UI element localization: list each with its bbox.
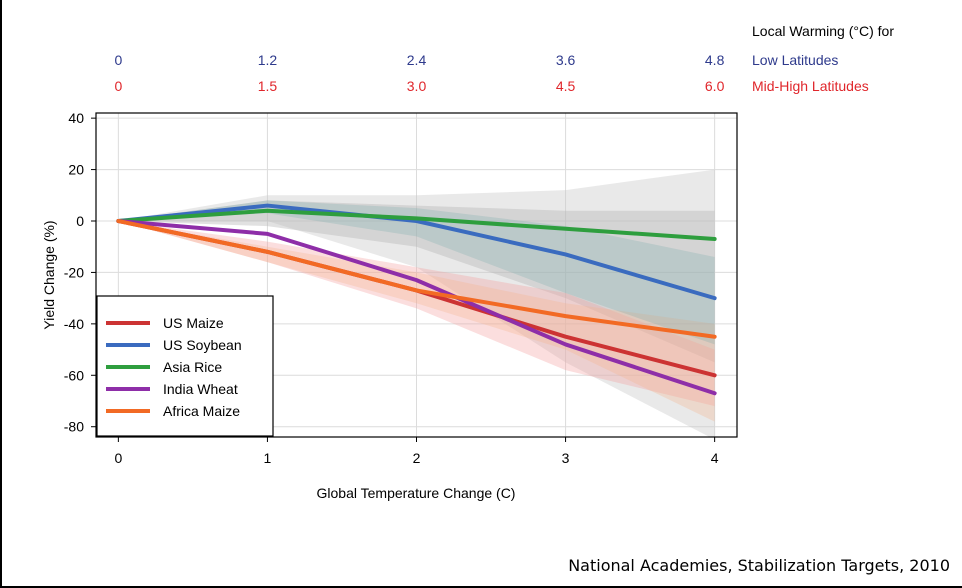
series-line bbox=[116, 219, 717, 396]
uncertainty-band bbox=[118, 221, 715, 407]
top-axis-tick: 2.4 bbox=[407, 52, 427, 68]
legend-label: Asia Rice bbox=[163, 359, 222, 375]
top-axis-tick: 4.8 bbox=[705, 52, 725, 68]
source-note: National Academies, Stabilization Target… bbox=[568, 556, 950, 575]
uncertainty-band bbox=[118, 200, 715, 363]
legend-label: US Soybean bbox=[163, 337, 242, 353]
top-axis-tick: 1.5 bbox=[258, 78, 278, 94]
series-line bbox=[116, 208, 717, 241]
x-tick-label: 1 bbox=[264, 450, 272, 466]
legend: US Maize US Soybean Asia Rice India Wheat Af… bbox=[96, 295, 274, 437]
x-tick-label: 0 bbox=[114, 450, 122, 466]
top-axis-tick: 4.5 bbox=[556, 78, 576, 94]
y-axis-label: Yield Change (%) bbox=[41, 220, 57, 329]
y-tick-label: 40 bbox=[68, 110, 84, 126]
series-lines bbox=[116, 203, 717, 396]
uncertainty-band bbox=[118, 200, 715, 345]
series-line bbox=[116, 219, 717, 339]
uncertainty-band bbox=[118, 169, 715, 437]
top-axis-tick: 6.0 bbox=[705, 78, 725, 94]
top-axis-row-label: Mid-High Latitudes bbox=[752, 78, 869, 94]
top-axis-tick: 3.6 bbox=[556, 52, 576, 68]
x-tick-label: 2 bbox=[413, 450, 421, 466]
top-axis-tick: 3.0 bbox=[407, 78, 427, 94]
series-line bbox=[116, 203, 717, 301]
legend-label: US Maize bbox=[163, 315, 224, 331]
axis-ticks: 0 1 2 3 4 40 20 0 -20 -40 -60 -80 bbox=[64, 110, 719, 466]
legend-label: India Wheat bbox=[163, 381, 238, 397]
x-tick-label: 4 bbox=[711, 450, 719, 466]
y-tick-label: -40 bbox=[64, 316, 84, 332]
top-axis: Local Warming (°C) for 0 1.2 2.4 3.6 4.8 Low L… bbox=[114, 23, 894, 94]
x-axis-label: Global Temperature Change (C) bbox=[317, 485, 516, 501]
top-axis-tick: 0 bbox=[114, 52, 122, 68]
y-tick-label: 20 bbox=[68, 162, 84, 178]
legend-label: Africa Maize bbox=[163, 403, 240, 419]
y-tick-label: -80 bbox=[64, 419, 84, 435]
top-axis-tick: 0 bbox=[114, 78, 122, 94]
top-axis-tick: 1.2 bbox=[258, 52, 278, 68]
y-tick-label: -20 bbox=[64, 264, 84, 280]
x-tick-label: 3 bbox=[562, 450, 570, 466]
top-axis-title: Local Warming (°C) for bbox=[752, 23, 894, 39]
y-tick-label: 0 bbox=[76, 213, 84, 229]
y-tick-label: -60 bbox=[64, 367, 84, 383]
top-axis-row-label: Low Latitudes bbox=[752, 52, 838, 68]
